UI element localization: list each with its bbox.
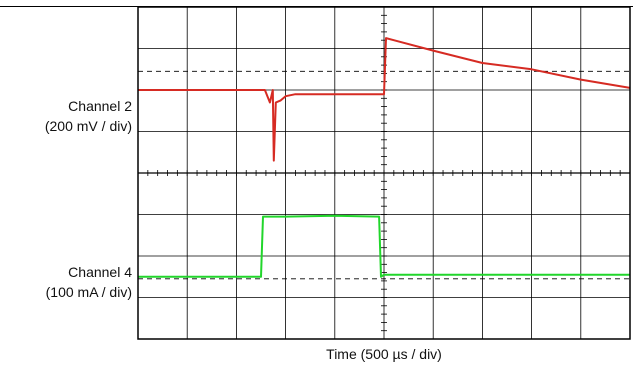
channel-2-name: Channel 2 <box>68 98 132 114</box>
grid <box>137 6 631 339</box>
channel-2-label: Channel 2 (200 mV / div) <box>0 96 132 136</box>
channel-4-label: Channel 4 (100 mA / div) <box>0 262 132 302</box>
plot-frame <box>137 6 631 340</box>
channel-4-name: Channel 4 <box>68 264 132 280</box>
traces <box>138 37 631 278</box>
channel-4-scale: (100 mA / div) <box>45 284 132 300</box>
x-axis-title: Time (500 µs / div) <box>326 346 442 362</box>
channel-2-trace <box>138 37 631 162</box>
channel-4-trace <box>138 214 630 278</box>
channel-2-scale: (200 mV / div) <box>44 118 132 134</box>
